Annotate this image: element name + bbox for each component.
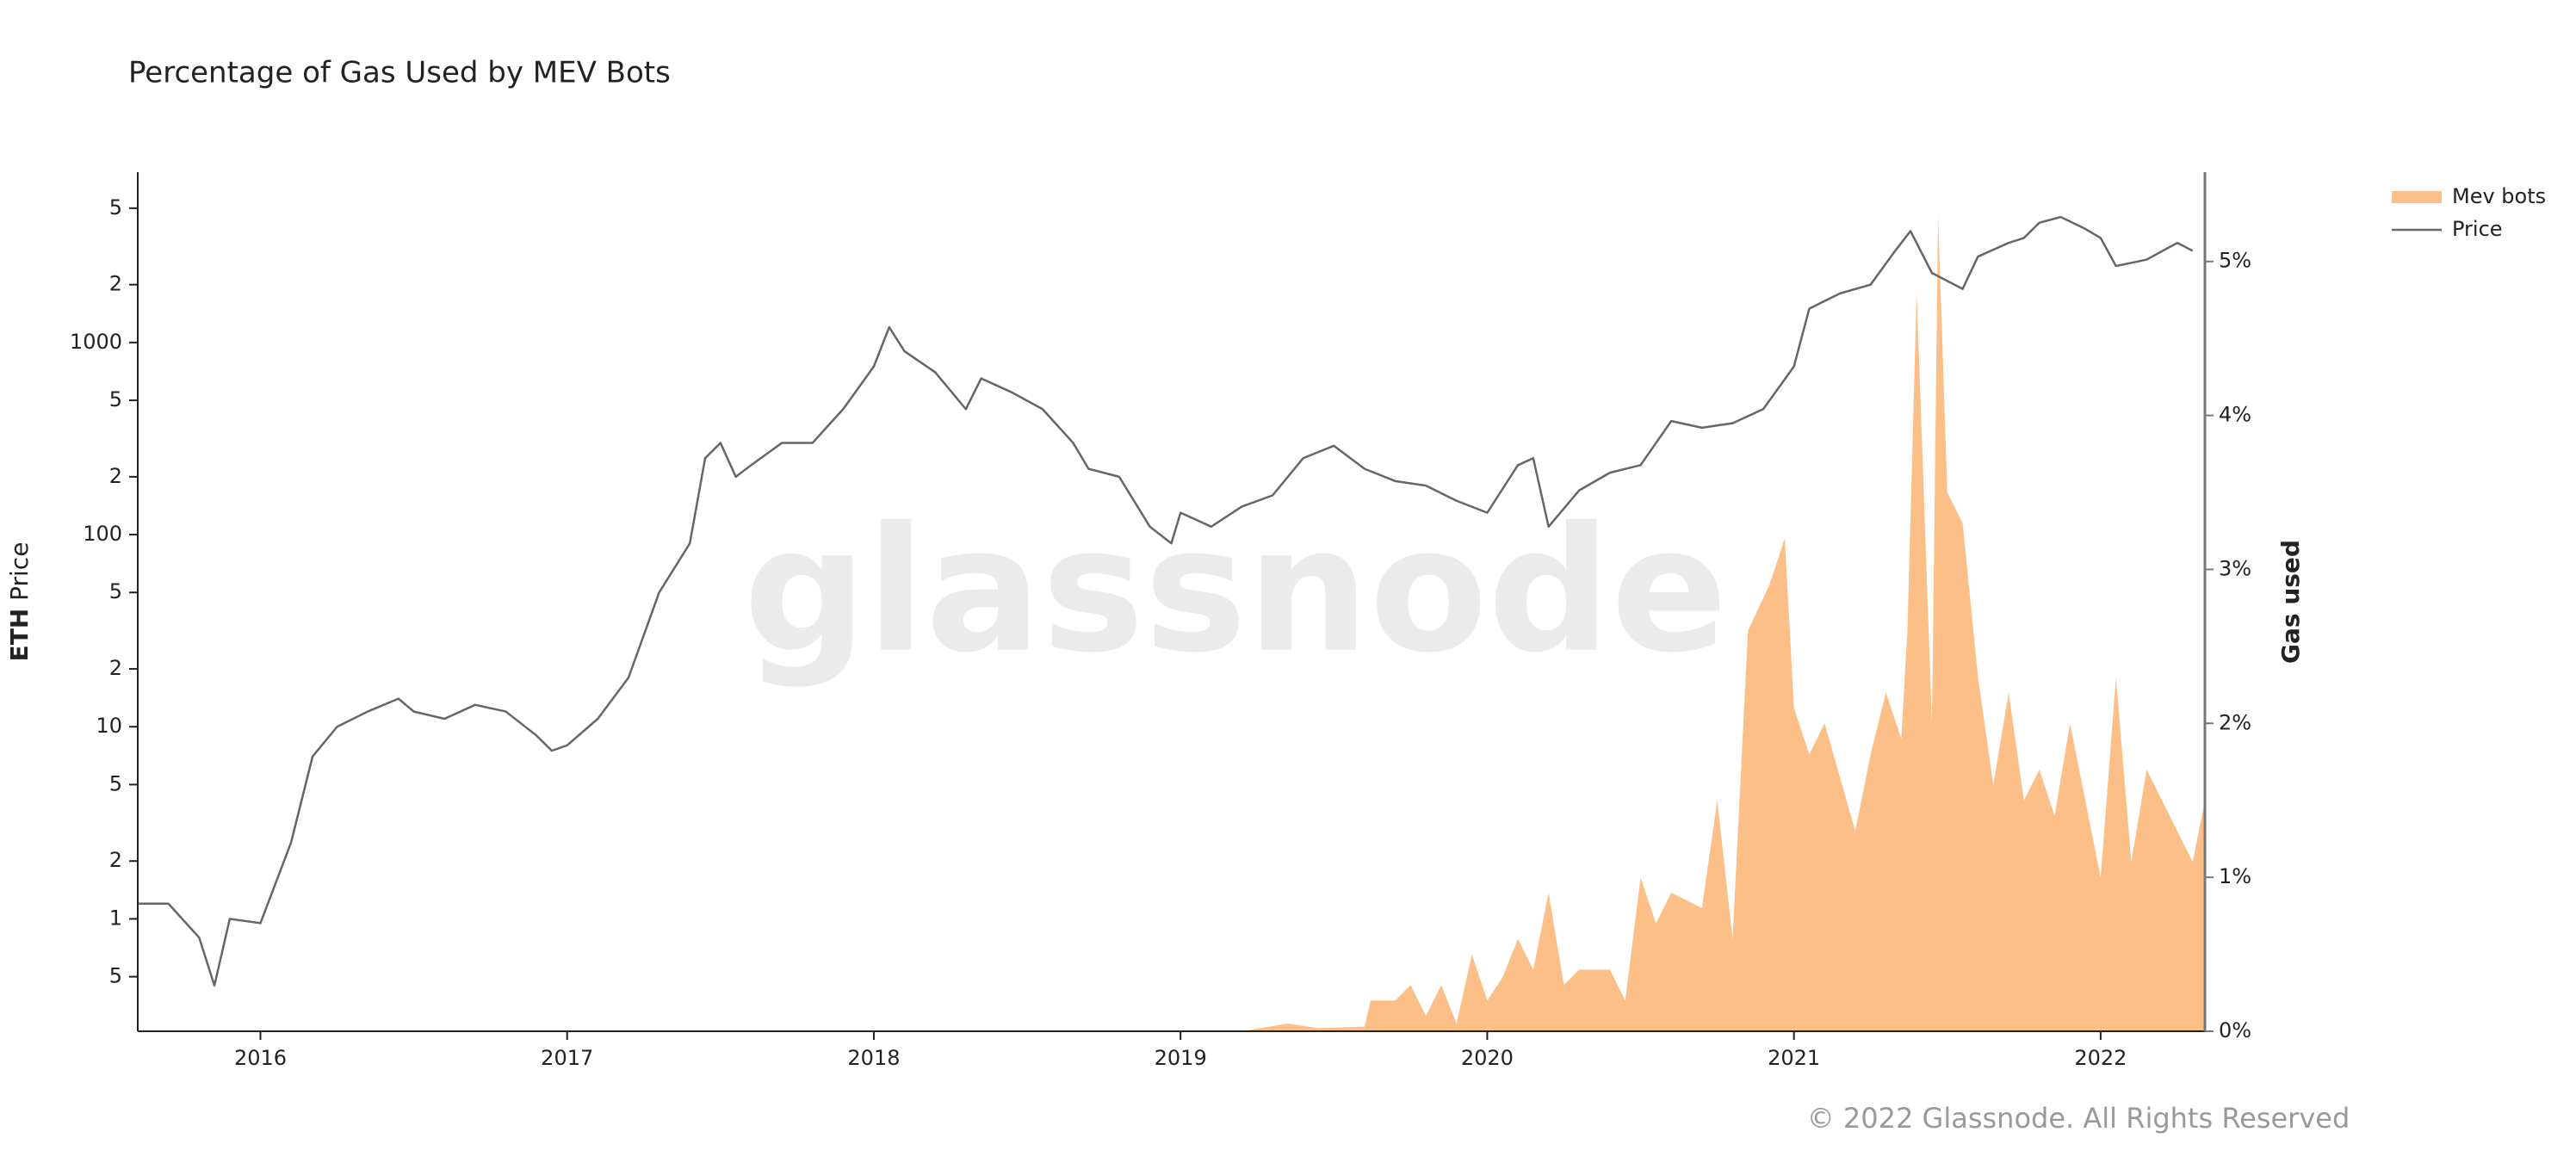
x-tick-label: 2020: [1461, 1046, 1514, 1070]
x-tick-label: 2017: [541, 1046, 593, 1070]
y-tick-label: 1: [109, 906, 122, 930]
chart-title: Percentage of Gas Used by MEV Bots: [128, 56, 671, 90]
x-tick-label: 2016: [234, 1046, 287, 1070]
y2-tick-label: 2%: [2219, 710, 2251, 734]
y-axis-title: ETH Price: [5, 542, 34, 662]
y2-tick-label: 1%: [2219, 864, 2251, 888]
y-tick-label: 10: [96, 714, 122, 738]
y-tick-label: 1000: [70, 330, 122, 354]
x-tick-label: 2018: [847, 1046, 900, 1070]
y-tick-label: 2: [109, 656, 122, 680]
y2-tick-label: 0%: [2219, 1018, 2251, 1042]
y-tick-label: 5: [109, 579, 122, 603]
y-tick-label: 5: [109, 964, 122, 988]
x-tick-label: 2019: [1155, 1046, 1207, 1070]
y-tick-label: 2: [109, 464, 122, 488]
y-tick-label: 100: [83, 522, 122, 546]
y-tick-label: 5: [109, 195, 122, 220]
area: [138, 215, 2205, 1031]
y2-tick-label: 5%: [2219, 249, 2251, 273]
y-tick-label: 2: [109, 272, 122, 296]
y2-tick-label: 3%: [2219, 556, 2251, 580]
legend-label: Price: [2452, 217, 2503, 241]
y-tick-label: 5: [109, 387, 122, 411]
y-tick-label: 5: [109, 771, 122, 795]
x-tick-label: 2021: [1768, 1046, 1820, 1070]
legend-swatch: [2392, 191, 2442, 203]
watermark: glassnode: [743, 491, 1727, 691]
x-tick-label: 2022: [2074, 1046, 2127, 1070]
y-axis-title-bold: ETH: [5, 609, 34, 662]
y-tick-label: 2: [109, 848, 122, 872]
legend-label: Mev bots: [2452, 184, 2546, 208]
y-axis-title-rest: Price: [5, 542, 34, 601]
y2-axis-title: Gas used: [2276, 540, 2305, 664]
y2-tick-label: 4%: [2219, 403, 2251, 427]
line: [138, 215, 2194, 987]
copyright: © 2022 Glassnode. All Rights Reserved: [1807, 1102, 2350, 1135]
